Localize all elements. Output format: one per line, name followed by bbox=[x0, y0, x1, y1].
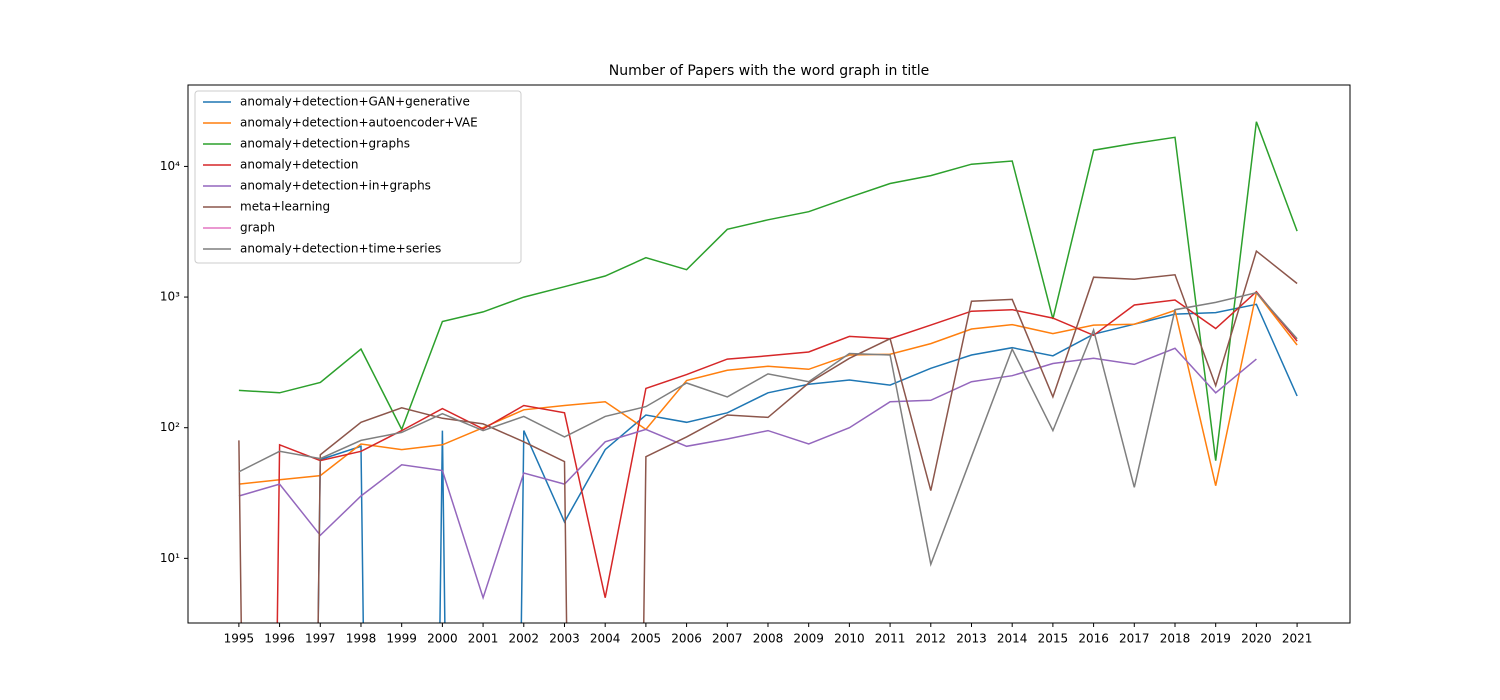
x-tick-label: 1998 bbox=[346, 632, 377, 646]
legend-label: anomaly+detection+GAN+generative bbox=[240, 95, 470, 109]
x-tick-label: 2012 bbox=[916, 632, 947, 646]
series-line bbox=[238, 290, 1298, 486]
x-tick-label: 2021 bbox=[1282, 632, 1313, 646]
plot-frame bbox=[187, 84, 1351, 624]
x-tick-label: 2006 bbox=[671, 632, 702, 646]
plot-area bbox=[238, 121, 1298, 623]
x-tick-label: 2017 bbox=[1119, 632, 1150, 646]
y-tick-label: 10² bbox=[160, 420, 180, 434]
y-tick-label: 10¹ bbox=[160, 551, 180, 565]
x-tick-label: 2008 bbox=[753, 632, 784, 646]
legend: anomaly+detection+GAN+generative anomaly+… bbox=[194, 90, 522, 264]
x-tick-label: 2002 bbox=[509, 632, 540, 646]
x-tick-label: 1996 bbox=[264, 632, 295, 646]
series-line bbox=[317, 303, 1298, 623]
series-line bbox=[238, 121, 1298, 461]
x-tick-label: 2009 bbox=[793, 632, 824, 646]
x-tick-label: 2011 bbox=[875, 632, 906, 646]
legend-label: graph bbox=[240, 221, 275, 235]
legend-label: anomaly+detection+autoencoder+VAE bbox=[240, 116, 478, 130]
y-tick-label: 10⁴ bbox=[160, 159, 180, 173]
x-tick-label: 2005 bbox=[631, 632, 662, 646]
legend-label: anomaly+detection bbox=[240, 158, 359, 172]
legend-label: anomaly+detection+graphs bbox=[240, 137, 410, 151]
x-tick-label: 1999 bbox=[386, 632, 417, 646]
series-line bbox=[238, 249, 1298, 623]
legend-label: anomaly+detection+in+graphs bbox=[240, 179, 431, 193]
x-tick-label: 1995 bbox=[224, 632, 255, 646]
x-tick-label: 2004 bbox=[590, 632, 621, 646]
x-tick-label: 2003 bbox=[549, 632, 580, 646]
x-tick-label: 2001 bbox=[468, 632, 499, 646]
x-tick-label: 2010 bbox=[834, 632, 865, 646]
y-tick-label: 10³ bbox=[160, 290, 180, 304]
x-tick-label: 2013 bbox=[956, 632, 987, 646]
x-tick-label: 2015 bbox=[1038, 632, 1069, 646]
series-line bbox=[238, 347, 1257, 601]
series-line bbox=[238, 291, 1298, 568]
x-tick-label: 2000 bbox=[427, 632, 458, 646]
series-line bbox=[276, 290, 1298, 623]
legend-box bbox=[194, 90, 522, 264]
x-tick-label: 2018 bbox=[1160, 632, 1191, 646]
chart-title: Number of Papers with the word graph in … bbox=[609, 63, 929, 79]
legend-label: meta+learning bbox=[240, 200, 330, 214]
x-tick-label: 1997 bbox=[305, 632, 336, 646]
x-tick-label: 2014 bbox=[997, 632, 1028, 646]
x-tick-label: 2020 bbox=[1241, 632, 1272, 646]
legend-label: anomaly+detection+time+series bbox=[240, 242, 441, 256]
x-tick-label: 2007 bbox=[712, 632, 743, 646]
x-tick-label: 2016 bbox=[1078, 632, 1109, 646]
x-tick-label: 2019 bbox=[1200, 632, 1231, 646]
